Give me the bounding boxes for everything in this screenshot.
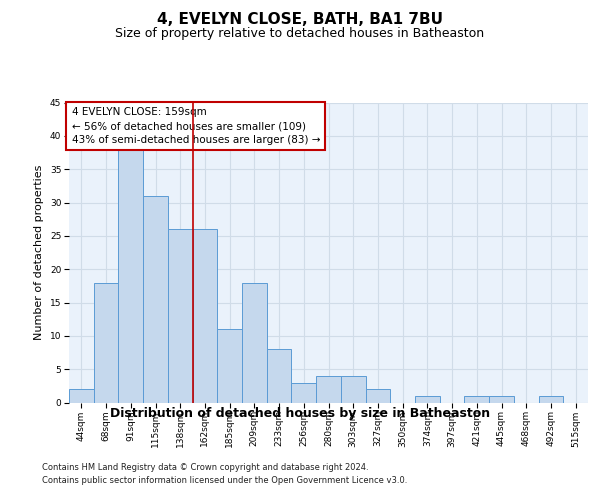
Bar: [242, 282, 267, 403]
Bar: [489, 396, 514, 402]
Text: Contains public sector information licensed under the Open Government Licence v3: Contains public sector information licen…: [42, 476, 407, 485]
Bar: [94, 282, 118, 403]
Bar: [316, 376, 341, 402]
Bar: [168, 229, 193, 402]
Bar: [118, 149, 143, 403]
Bar: [415, 396, 440, 402]
Bar: [193, 229, 217, 402]
Text: 4 EVELYN CLOSE: 159sqm
← 56% of detached houses are smaller (109)
43% of semi-de: 4 EVELYN CLOSE: 159sqm ← 56% of detached…: [71, 107, 320, 145]
Text: 4, EVELYN CLOSE, BATH, BA1 7BU: 4, EVELYN CLOSE, BATH, BA1 7BU: [157, 12, 443, 28]
Bar: [464, 396, 489, 402]
Bar: [292, 382, 316, 402]
Bar: [267, 349, 292, 403]
Bar: [143, 196, 168, 402]
Bar: [365, 389, 390, 402]
Y-axis label: Number of detached properties: Number of detached properties: [34, 165, 44, 340]
Bar: [539, 396, 563, 402]
Text: Distribution of detached houses by size in Batheaston: Distribution of detached houses by size …: [110, 408, 490, 420]
Bar: [217, 329, 242, 402]
Bar: [341, 376, 365, 402]
Bar: [69, 389, 94, 402]
Text: Size of property relative to detached houses in Batheaston: Size of property relative to detached ho…: [115, 28, 485, 40]
Text: Contains HM Land Registry data © Crown copyright and database right 2024.: Contains HM Land Registry data © Crown c…: [42, 462, 368, 471]
